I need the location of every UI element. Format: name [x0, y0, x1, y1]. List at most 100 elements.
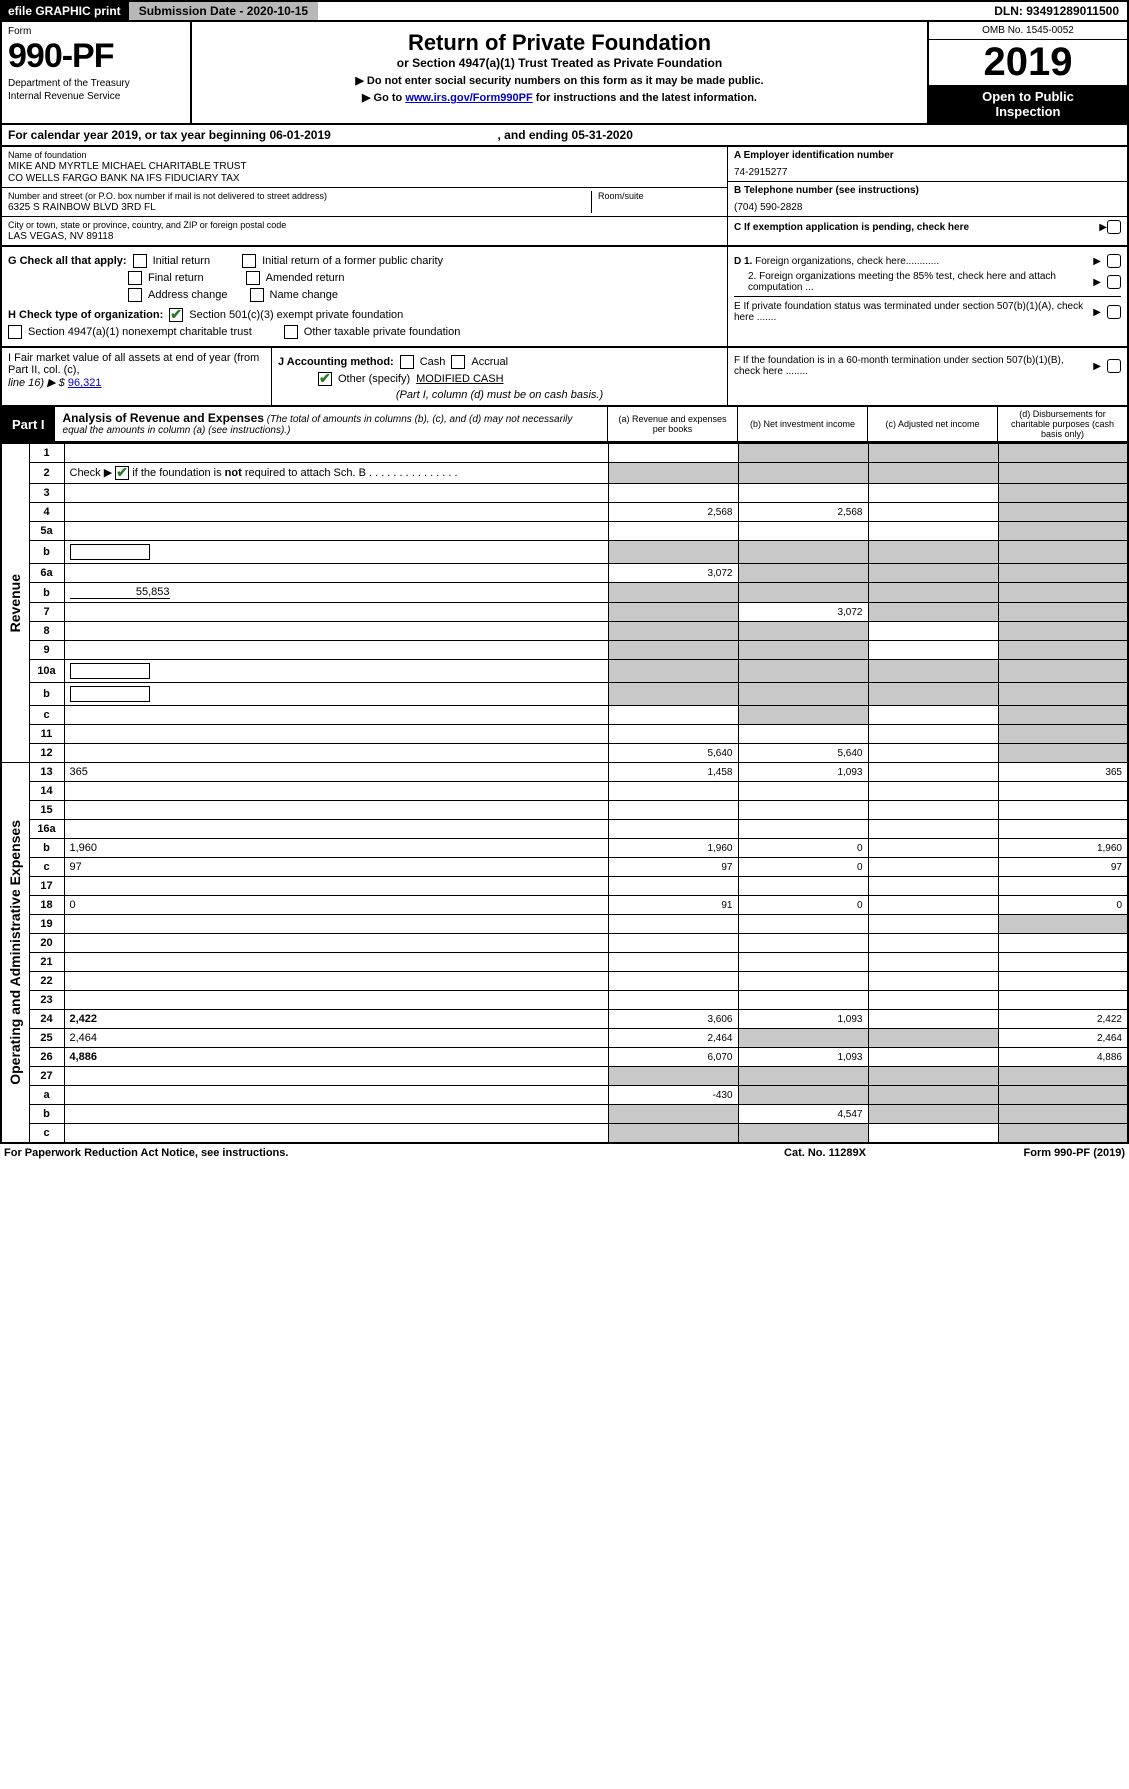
name-label: Name of foundation [8, 150, 721, 160]
header-left: Form 990-PF Department of the Treasury I… [2, 22, 192, 123]
h-check-501c3[interactable] [169, 308, 183, 322]
g-check-initial[interactable] [133, 254, 147, 268]
row-desc: 2,464 [64, 1029, 608, 1048]
g-check-address[interactable] [128, 288, 142, 302]
g-check-name[interactable] [250, 288, 264, 302]
row-desc [64, 782, 608, 801]
row-number: b [29, 541, 64, 564]
cell-a [608, 683, 738, 706]
g-check-amended[interactable] [246, 271, 260, 285]
cell-b [738, 953, 868, 972]
d2-checkbox[interactable] [1107, 275, 1121, 289]
header-note2: ▶ Go to www.irs.gov/Form990PF for instru… [200, 91, 919, 104]
cell-b: 1,093 [738, 1010, 868, 1029]
tax-year: 2019 [929, 40, 1127, 85]
row-number: 2 [29, 463, 64, 484]
j-accrual-checkbox[interactable] [451, 355, 465, 369]
table-row: 10a [1, 660, 1128, 683]
row-desc [64, 484, 608, 503]
d1-line: D 1. Foreign organizations, check here..… [734, 254, 1121, 268]
arrow-icon: ▶ [1093, 307, 1101, 318]
row-desc: 1,960 [64, 839, 608, 858]
e-checkbox[interactable] [1107, 305, 1121, 319]
cell-a: 1,960 [608, 839, 738, 858]
cell-a [608, 991, 738, 1010]
f-checkbox[interactable] [1107, 359, 1121, 373]
cell-a [608, 972, 738, 991]
cell-d [998, 801, 1128, 820]
c-checkbox[interactable] [1107, 220, 1121, 234]
schb-checkbox[interactable] [115, 466, 129, 480]
form-link[interactable]: www.irs.gov/Form990PF [405, 92, 532, 104]
cell-a [608, 522, 738, 541]
cell-a [608, 820, 738, 839]
row-number: 11 [29, 725, 64, 744]
cell-a [608, 444, 738, 463]
cell-a [608, 603, 738, 622]
row-desc [64, 991, 608, 1010]
entity-name-row: Name of foundation MIKE AND MYRTLE MICHA… [2, 147, 727, 188]
g-opt-1: Initial return of a former public charit… [262, 255, 443, 267]
g-check-final[interactable] [128, 271, 142, 285]
row-number: 27 [29, 1067, 64, 1086]
cell-c [868, 1124, 998, 1144]
g-check-initial-former[interactable] [242, 254, 256, 268]
dept-line2: Internal Revenue Service [8, 91, 184, 102]
exemption-row: C If exemption application is pending, c… [728, 217, 1127, 237]
cell-a [608, 953, 738, 972]
cell-b [738, 991, 868, 1010]
cell-d [998, 953, 1128, 972]
cell-a [608, 877, 738, 896]
cell-d: 4,886 [998, 1048, 1128, 1067]
revenue-side-label: Revenue [1, 444, 29, 763]
row-desc [64, 522, 608, 541]
cell-d: 0 [998, 896, 1128, 915]
inline-value: 55,853 [70, 586, 170, 599]
checks-left: G Check all that apply: Initial return I… [2, 247, 727, 346]
cell-b [738, 444, 868, 463]
cell-b [738, 1067, 868, 1086]
j-other-checkbox[interactable] [318, 372, 332, 386]
cell-a: 3,606 [608, 1010, 738, 1029]
h-check-other[interactable] [284, 325, 298, 339]
row-desc [64, 1067, 608, 1086]
table-row: 73,072 [1, 603, 1128, 622]
table-row: 1809100 [1, 896, 1128, 915]
cell-a: 2,568 [608, 503, 738, 522]
part1-desc: Analysis of Revenue and Expenses (The to… [55, 407, 607, 441]
table-row: 27 [1, 1067, 1128, 1086]
cell-a [608, 706, 738, 725]
cell-c [868, 1105, 998, 1124]
footer-right: Form 990-PF (2019) [925, 1147, 1125, 1159]
row-number: 1 [29, 444, 64, 463]
cell-b: 3,072 [738, 603, 868, 622]
j-cell: J Accounting method: Cash Accrual Other … [272, 348, 727, 405]
row-desc [64, 877, 608, 896]
cell-b [738, 915, 868, 934]
inline-box [70, 686, 150, 702]
row-number: 3 [29, 484, 64, 503]
arrow-icon: ▶ [1099, 222, 1107, 233]
room-label: Room/suite [598, 191, 721, 201]
row-number: b [29, 1105, 64, 1124]
d1-checkbox[interactable] [1107, 254, 1121, 268]
row-desc [64, 744, 608, 763]
table-row: a-430 [1, 1086, 1128, 1105]
cell-d [998, 444, 1128, 463]
h-check-4947[interactable] [8, 325, 22, 339]
city-value: LAS VEGAS, NV 89118 [8, 231, 721, 242]
cell-d [998, 1124, 1128, 1144]
omb-number: OMB No. 1545-0052 [929, 22, 1127, 40]
cell-a [608, 1124, 738, 1144]
cell-c [868, 858, 998, 877]
row-desc [64, 444, 608, 463]
i-label: I Fair market value of all assets at end… [8, 352, 265, 376]
row-number: 8 [29, 622, 64, 641]
expenses-side-label: Operating and Administrative Expenses [1, 763, 29, 1144]
j-cash-checkbox[interactable] [400, 355, 414, 369]
cell-c [868, 541, 998, 564]
row-desc [64, 801, 608, 820]
cell-a: -430 [608, 1086, 738, 1105]
table-row: 125,6405,640 [1, 744, 1128, 763]
table-row: 20 [1, 934, 1128, 953]
